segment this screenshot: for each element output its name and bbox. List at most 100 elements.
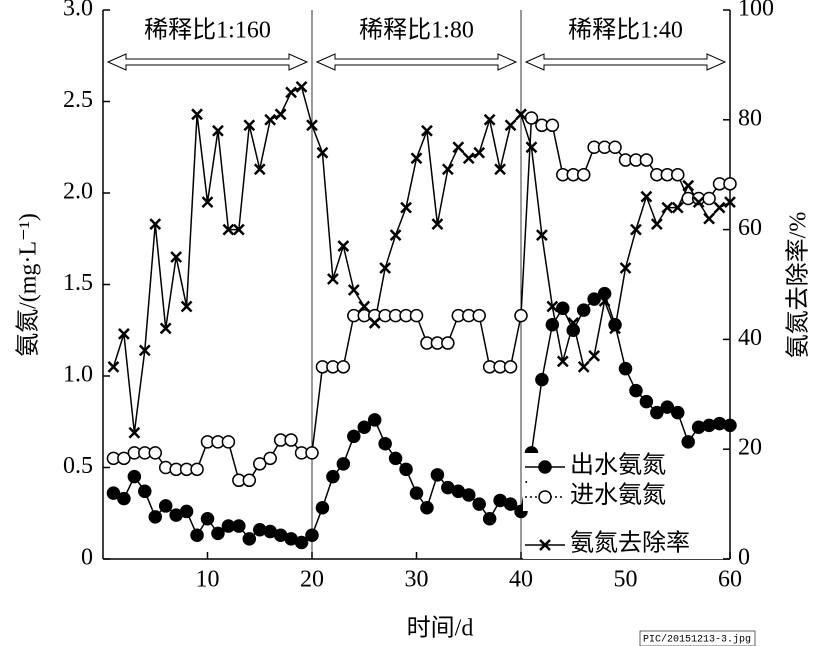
data-point — [148, 446, 162, 460]
data-point — [702, 191, 716, 206]
data-point — [545, 118, 560, 133]
legend-label: 出水氨氮 — [570, 452, 666, 479]
data-point — [409, 486, 424, 500]
data-point — [232, 223, 245, 236]
data-point — [494, 163, 506, 176]
data-point — [367, 413, 382, 427]
data-point — [159, 322, 172, 335]
y2-tick-label: 100 — [738, 0, 774, 22]
data-point — [179, 504, 194, 519]
y-tick-label: 1.0 — [63, 362, 93, 388]
data-point — [357, 420, 371, 434]
data-point — [692, 196, 705, 209]
legend-marker — [538, 460, 552, 474]
data-point — [703, 212, 715, 225]
data-point — [180, 300, 193, 313]
legend-marker — [538, 490, 552, 504]
data-point — [503, 360, 518, 374]
data-point — [274, 108, 287, 121]
data-point — [639, 153, 654, 167]
x-tick-label: 40 — [509, 567, 533, 593]
data-point — [441, 163, 454, 176]
data-point — [535, 372, 549, 387]
data-point — [305, 446, 319, 460]
data-point — [556, 355, 569, 368]
data-point — [190, 462, 204, 477]
data-point — [243, 119, 256, 132]
data-point — [713, 201, 726, 214]
data-point — [514, 308, 528, 323]
data-point — [556, 301, 570, 316]
phase-label: 稀释比1:160 — [144, 17, 271, 44]
data-point — [368, 317, 381, 329]
data-point — [576, 303, 591, 317]
x-tick-label: 10 — [196, 567, 220, 593]
data-point — [503, 497, 518, 511]
data-point — [598, 295, 611, 307]
data-point — [482, 511, 497, 526]
data-point — [473, 146, 486, 159]
data-point — [118, 328, 130, 340]
data-point — [472, 497, 486, 511]
data-point — [253, 163, 266, 176]
legend-label: 进水氨氮 — [570, 482, 666, 509]
data-point — [117, 491, 131, 506]
data-point — [650, 218, 663, 230]
data-point — [253, 457, 267, 471]
data-point — [327, 273, 339, 285]
data-point — [149, 218, 162, 230]
data-point — [545, 318, 560, 332]
data-point — [567, 317, 580, 329]
data-point — [650, 405, 664, 420]
data-point — [671, 167, 685, 182]
data-point — [671, 405, 685, 420]
y-tick-label: 0 — [81, 545, 93, 571]
data-point — [242, 532, 257, 546]
data-point — [337, 240, 350, 252]
y2-tick-label: 60 — [738, 215, 762, 241]
data-point — [190, 528, 204, 542]
data-point — [661, 201, 674, 214]
data-point — [191, 108, 203, 121]
data-point — [264, 113, 277, 126]
data-point — [608, 318, 622, 332]
data-point — [388, 451, 403, 466]
data-point — [421, 124, 433, 137]
data-point — [671, 201, 684, 214]
data-point — [536, 229, 548, 241]
data-point — [106, 486, 121, 500]
data-point — [723, 177, 737, 191]
data-point — [295, 80, 308, 93]
data-point — [524, 111, 539, 125]
data-point — [723, 418, 737, 433]
data-point — [577, 360, 590, 373]
data-point — [232, 519, 246, 533]
data-point — [472, 308, 486, 323]
data-point — [515, 108, 527, 121]
data-point — [315, 501, 330, 515]
data-point — [629, 383, 643, 398]
data-point — [127, 469, 142, 484]
data-point — [609, 322, 621, 335]
y-tick-label: 3.0 — [63, 0, 93, 22]
y-tick-label: 0.5 — [63, 453, 93, 479]
phase-label: 稀释比1:40 — [568, 17, 683, 44]
data-point — [358, 300, 371, 313]
watermark: PIC/20151213-3.jpg — [643, 634, 751, 646]
data-point — [242, 473, 257, 488]
y-tick-label: 2.0 — [63, 179, 93, 205]
series-line — [113, 116, 730, 482]
phase-arrow — [106, 53, 309, 71]
data-point — [681, 435, 695, 449]
data-point — [483, 113, 496, 126]
data-point — [546, 300, 559, 313]
data-point — [305, 528, 319, 542]
data-point — [420, 501, 434, 515]
data-point — [201, 196, 214, 209]
data-point — [221, 435, 236, 449]
data-point — [336, 457, 351, 471]
data-point — [128, 426, 141, 439]
data-point — [148, 510, 162, 524]
data-point — [389, 229, 402, 241]
